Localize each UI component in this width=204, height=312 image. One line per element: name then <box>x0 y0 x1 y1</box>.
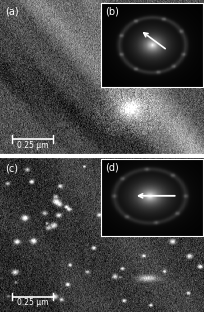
Text: 0.25 μm: 0.25 μm <box>17 298 48 307</box>
Text: (a): (a) <box>5 6 19 16</box>
Text: (d): (d) <box>105 162 119 172</box>
Text: 0.25 μm: 0.25 μm <box>17 141 48 150</box>
Text: (c): (c) <box>5 164 18 174</box>
Text: (b): (b) <box>105 7 119 17</box>
